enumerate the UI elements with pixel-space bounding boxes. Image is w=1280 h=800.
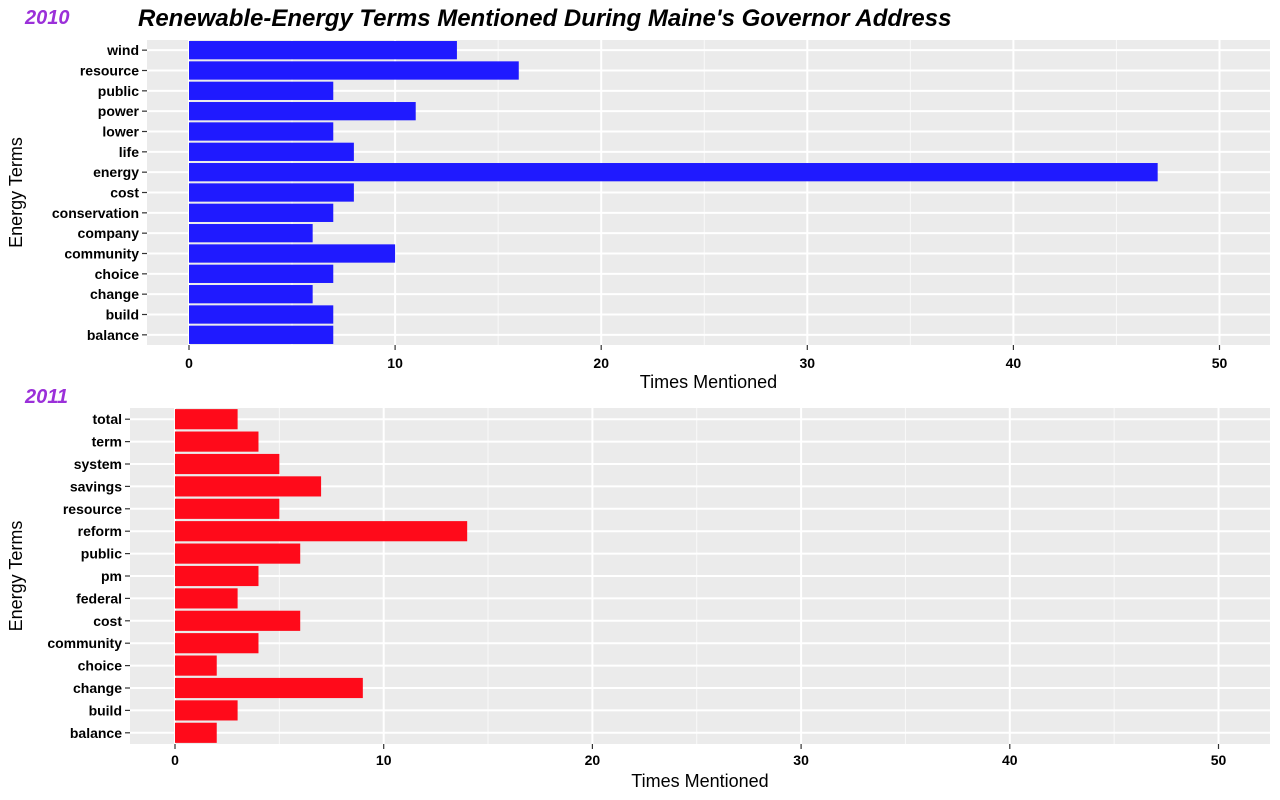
bar-term <box>175 431 259 452</box>
y-tick-label-system: system <box>74 456 122 472</box>
x-tick-label: 20 <box>593 355 609 371</box>
y-tick-label-savings: savings <box>70 478 122 494</box>
x-tick-label: 10 <box>376 752 392 768</box>
y-tick-label-balance: balance <box>87 327 139 343</box>
y-tick-label-community: community <box>47 635 122 651</box>
x-tick-label: 40 <box>1006 355 1022 371</box>
y-axis-title: Energy Terms <box>6 137 26 248</box>
bar-public <box>189 81 334 100</box>
bar-power <box>189 102 416 121</box>
bar-balance <box>175 722 217 743</box>
y-tick-label-pm: pm <box>101 568 122 584</box>
y-tick-label-lower: lower <box>102 124 139 140</box>
bar-energy <box>189 163 1158 182</box>
y-tick-label-conservation: conservation <box>52 205 139 221</box>
y-tick-label-change: change <box>73 680 122 696</box>
bar-balance <box>189 325 334 344</box>
bar-cost <box>175 610 301 631</box>
bar-build <box>175 700 238 721</box>
y-tick-label-resource: resource <box>63 501 122 517</box>
bar-build <box>189 305 334 324</box>
y-tick-label-choice: choice <box>78 658 123 674</box>
chart-title: Renewable-Energy Terms Mentioned During … <box>138 5 951 32</box>
bar-change <box>189 285 313 304</box>
bar-savings <box>175 476 322 497</box>
x-tick-label: 20 <box>585 752 601 768</box>
y-tick-label-wind: wind <box>106 42 139 58</box>
y-tick-label-build: build <box>89 702 122 718</box>
bar-community <box>175 633 259 654</box>
panel-2010: wind resource public power lower life energy co… <box>6 7 1270 392</box>
bar-resource <box>189 61 519 80</box>
y-tick-label-term: term <box>92 434 122 450</box>
x-tick-label: 0 <box>185 355 193 371</box>
bar-community <box>189 244 396 263</box>
y-tick-label-life: life <box>119 144 139 160</box>
y-tick-label-public: public <box>81 546 122 562</box>
y-tick-label-power: power <box>98 103 140 119</box>
bar-pm <box>175 565 259 587</box>
year-label-2010: 2010 <box>24 7 70 29</box>
y-tick-label-energy: energy <box>93 164 139 180</box>
panel-2011: total term system savings resource reform publ… <box>6 386 1270 791</box>
year-label-2011: 2011 <box>24 386 68 408</box>
y-tick-label-company: company <box>78 225 140 241</box>
y-tick-label-build: build <box>106 307 139 323</box>
y-tick-label-total: total <box>92 411 122 427</box>
x-tick-label: 30 <box>800 355 816 371</box>
bar-lower <box>189 122 334 141</box>
y-tick-label-balance: balance <box>70 725 122 741</box>
y-tick-label-cost: cost <box>110 185 139 201</box>
x-tick-label: 40 <box>1002 752 1018 768</box>
y-tick-label-community: community <box>64 246 139 262</box>
bar-conservation <box>189 203 334 222</box>
bar-wind <box>189 41 457 60</box>
bar-reform <box>175 521 468 542</box>
x-tick-label: 30 <box>793 752 809 768</box>
bar-choice <box>175 655 217 676</box>
bar-system <box>175 453 280 475</box>
y-tick-label-cost: cost <box>93 613 122 629</box>
bar-company <box>189 224 313 243</box>
y-tick-label-federal: federal <box>76 590 122 606</box>
y-tick-label-choice: choice <box>95 266 140 282</box>
bar-change <box>175 677 363 699</box>
bar-resource <box>175 498 280 519</box>
bar-cost <box>189 183 354 202</box>
y-tick-label-change: change <box>90 286 139 302</box>
bar-life <box>189 142 354 161</box>
x-axis-title: Times Mentioned <box>640 372 777 392</box>
bar-public <box>175 543 301 564</box>
x-tick-label: 0 <box>171 752 179 768</box>
y-tick-label-resource: resource <box>80 63 139 79</box>
y-tick-label-reform: reform <box>78 523 122 539</box>
x-tick-label: 10 <box>387 355 403 371</box>
bar-choice <box>189 264 334 283</box>
y-tick-label-public: public <box>98 83 139 99</box>
bar-federal <box>175 588 238 609</box>
x-tick-label: 50 <box>1211 752 1227 768</box>
x-tick-label: 50 <box>1212 355 1228 371</box>
y-axis-title: Energy Terms <box>6 521 26 632</box>
bar-total <box>175 409 238 430</box>
x-axis-title: Times Mentioned <box>631 771 768 791</box>
